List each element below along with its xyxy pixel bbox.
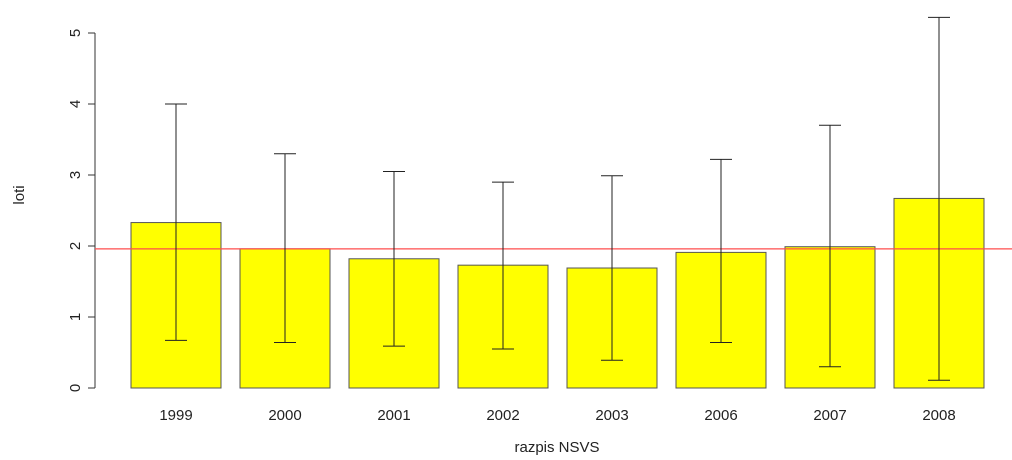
chart-axes: 0 1 2 3 4 5 <box>67 29 96 392</box>
error-bars <box>165 16 950 381</box>
y-tick-label: 5 <box>67 29 84 37</box>
x-tick-label: 2000 <box>268 407 301 424</box>
error-bar <box>383 170 405 347</box>
chart-bars: 1999 2000 2001 2002 2003 2006 2007 2008 <box>130 197 985 424</box>
chart-labels: razpis NSVS loti <box>11 185 600 456</box>
y-tick-label: 0 <box>67 384 84 392</box>
x-tick-label: 2002 <box>486 407 519 424</box>
x-tick-label: 2001 <box>377 407 410 424</box>
y-tick-label: 3 <box>67 171 84 179</box>
error-bar <box>601 175 623 361</box>
y-tick-label: 4 <box>67 100 84 108</box>
x-tick-label: 1999 <box>159 407 192 424</box>
error-bar <box>492 181 514 350</box>
y-tick-label: 2 <box>67 242 84 250</box>
x-tick-label: 2008 <box>922 407 955 424</box>
error-bar <box>274 153 296 344</box>
x-axis-label: razpis NSVS <box>514 439 599 456</box>
y-tick-label: 1 <box>67 313 84 321</box>
error-bar <box>165 103 187 341</box>
error-bar <box>928 16 950 381</box>
x-tick-label: 2006 <box>704 407 737 424</box>
x-tick-label: 2003 <box>595 407 628 424</box>
error-bar <box>710 158 732 344</box>
x-tick-label: 2007 <box>813 407 846 424</box>
y-axis-label: loti <box>11 185 28 204</box>
error-bar <box>819 124 841 368</box>
